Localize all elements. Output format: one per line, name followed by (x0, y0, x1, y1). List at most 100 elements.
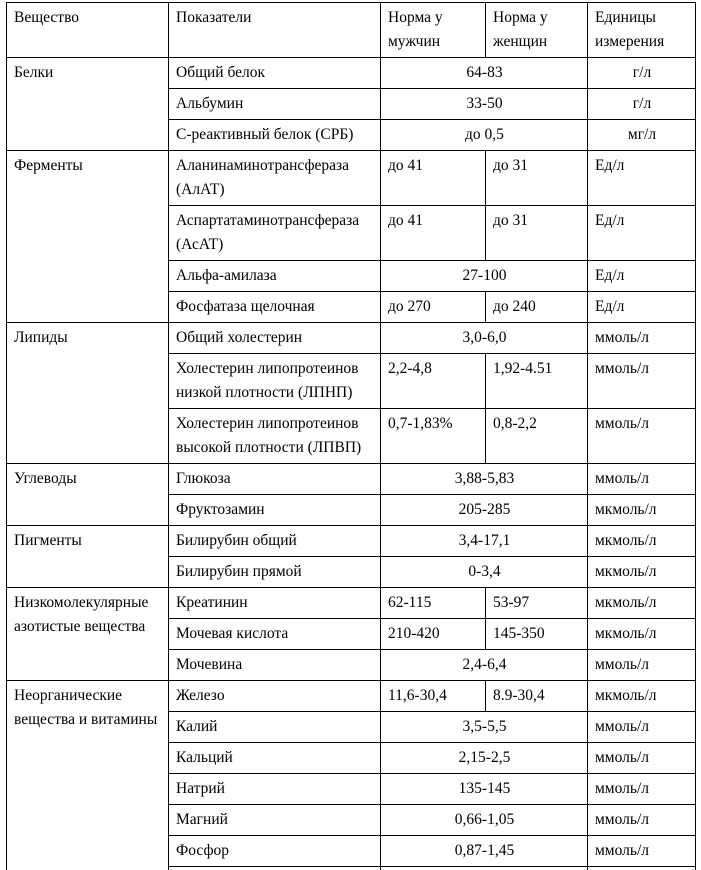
unit-cell: ммоль/л (587, 835, 696, 867)
table-row: Мочевина 2,4-6,4 ммоль/л (7, 649, 696, 681)
table-row: Аспартатаминотрансфераза (АсАТ) до 41 до 3… (7, 205, 696, 261)
category-cell: Липиды (6, 322, 169, 464)
unit-cell: мкмоль/л (587, 680, 696, 712)
norm-women-cell: 53-97 (485, 587, 588, 619)
indicator-cell: Фосфатаза щелочная (168, 291, 381, 323)
column-header: Норма у женщин (485, 2, 588, 58)
table-row: Фосфор 0,87-1,45 ммоль/л (7, 835, 696, 867)
indicator-cell: Мочевина (168, 649, 381, 681)
column-header: Показатели (168, 2, 381, 58)
norm-cell: 3,0-6,0 (380, 322, 588, 354)
unit-cell: ммоль/л (587, 804, 696, 836)
unit-cell: ммоль/л (587, 408, 696, 464)
indicator-cell: Билирубин прямой (168, 556, 381, 588)
unit-cell: Ед/л (587, 205, 696, 261)
header-row: Вещество Показатели Норма у мужчин Норма у … (6, 2, 696, 58)
indicator-cell: Холестерин липопротеинов низкой плотност… (168, 353, 381, 409)
table-row: С-реактивный белок (СРБ) до 0,5 мг/л (7, 119, 696, 151)
indicator-cell: Общий холестерин (168, 322, 381, 354)
norm-cell: 3,5-5,5 (380, 711, 588, 743)
column-header: Вещество (6, 2, 169, 58)
norm-women-cell: 145-350 (485, 618, 588, 650)
unit-cell: мкмоль/л (587, 494, 696, 526)
table-row: Билирубин прямой 0-3,4 мкмоль/л (7, 556, 696, 588)
unit-cell: ммоль/л (587, 463, 696, 495)
column-header: Единицы измерения (587, 2, 696, 58)
norm-men-cell: 2,2-4,8 (380, 353, 486, 409)
unit-cell: ммоль/л (587, 649, 696, 681)
category-cell: Ферменты (6, 150, 169, 323)
unit-cell: мкмоль/л (587, 618, 696, 650)
unit-cell: ммоль/л (587, 353, 696, 409)
indicator-cell: Фолиевая кислота (168, 866, 381, 870)
category-cell: Белки (6, 57, 169, 151)
table-row: Белки Общий белок 64-83 г/л (6, 57, 696, 151)
norm-cell: 2,15-2,5 (380, 742, 588, 774)
table-row: Ферменты Аланинаминотрансфераза (АлАТ) до … (6, 150, 696, 323)
norm-men-cell: 0,7-1,83% (380, 408, 486, 464)
category-cell: Пигменты (6, 525, 169, 588)
column-header: Норма у мужчин (380, 2, 486, 58)
unit-cell: ммоль/л (587, 322, 696, 354)
norm-women-cell: до 240 (485, 291, 588, 323)
norm-cell: 0-3,4 (380, 556, 588, 588)
unit-cell: мкмоль/л (587, 556, 696, 588)
table-row: Фруктозамин 205-285 мкмоль/л (7, 494, 696, 526)
indicator-cell: Мочевая кислота (168, 618, 381, 650)
norm-cell: до 0,5 (380, 119, 588, 151)
category-cell: Углеводы (6, 463, 169, 526)
norm-cell: 0,66-1,05 (380, 804, 588, 836)
indicator-cell: Магний (168, 804, 381, 836)
norm-women-cell: до 31 (485, 150, 588, 206)
norm-cell: 64-83 (380, 57, 588, 89)
norm-men-cell: 62-115 (380, 587, 486, 619)
category-cell: Неорганические вещества и витамины (6, 680, 169, 870)
norm-women-cell: 8.9-30,4 (485, 680, 588, 712)
indicator-cell: Билирубин общий (168, 525, 381, 557)
norm-cell: 3,4-17,1 (380, 525, 588, 557)
table-row: Углеводы Глюкоза 3,88-5,83 ммоль/л (6, 463, 696, 526)
table-row: Мочевая кислота 210-420 145-350 мкмоль/л (7, 618, 696, 650)
indicator-cell: Альбумин (168, 88, 381, 120)
norm-cell: 135-145 (380, 773, 588, 805)
norm-men-cell: до 270 (380, 291, 486, 323)
unit-cell: мкмоль/л (587, 525, 696, 557)
unit-cell: Ед/л (587, 260, 696, 292)
biochemistry-reference-table: Вещество Показатели Норма у мужчин Норма у … (6, 2, 696, 870)
table-row: Неорганические вещества и витамины Железо… (6, 680, 696, 870)
norm-cell: 3,88-5,83 (380, 463, 588, 495)
unit-cell: ммоль/л (587, 711, 696, 743)
indicator-cell: Железо (168, 680, 381, 712)
unit-cell: мг/л (587, 119, 696, 151)
norm-cell: 205-285 (380, 494, 588, 526)
indicator-cell: Аланинаминотрансфераза (АлАТ) (168, 150, 381, 206)
norm-cell: 0,87-1,45 (380, 835, 588, 867)
unit-cell: Ед/л (587, 150, 696, 206)
indicator-cell: Кальций (168, 742, 381, 774)
indicator-cell: Фруктозамин (168, 494, 381, 526)
table-row: Липиды Общий холестерин 3,0-6,0 ммоль/л (6, 322, 696, 464)
indicator-cell: Креатинин (168, 587, 381, 619)
norm-men-cell: 210-420 (380, 618, 486, 650)
indicator-cell: Холестерин липопротеинов высокой плотнос… (168, 408, 381, 464)
norm-cell: 3-17 (380, 866, 588, 870)
norm-men-cell: до 41 (380, 205, 486, 261)
table-row: Альбумин 33-50 г/л (7, 88, 696, 120)
norm-cell: 27-100 (380, 260, 588, 292)
indicator-cell: Калий (168, 711, 381, 743)
indicator-cell: Глюкоза (168, 463, 381, 495)
table-row: Кальций 2,15-2,5 ммоль/л (7, 742, 696, 774)
norm-cell: 33-50 (380, 88, 588, 120)
category-cell: Низкомолекулярные азотистые вещества (6, 587, 169, 681)
indicator-cell: С-реактивный белок (СРБ) (168, 119, 381, 151)
unit-cell: г/л (587, 88, 696, 120)
indicator-cell: Фосфор (168, 835, 381, 867)
indicator-cell: Альфа-амилаза (168, 260, 381, 292)
unit-cell: ммоль/л (587, 742, 696, 774)
norm-women-cell: до 31 (485, 205, 588, 261)
norm-men-cell: до 41 (380, 150, 486, 206)
norm-cell: 2,4-6,4 (380, 649, 588, 681)
indicator-cell: Аспартатаминотрансфераза (АсАТ) (168, 205, 381, 261)
table-row: Пигменты Билирубин общий 3,4-17,1 мкмоль/л (6, 525, 696, 588)
